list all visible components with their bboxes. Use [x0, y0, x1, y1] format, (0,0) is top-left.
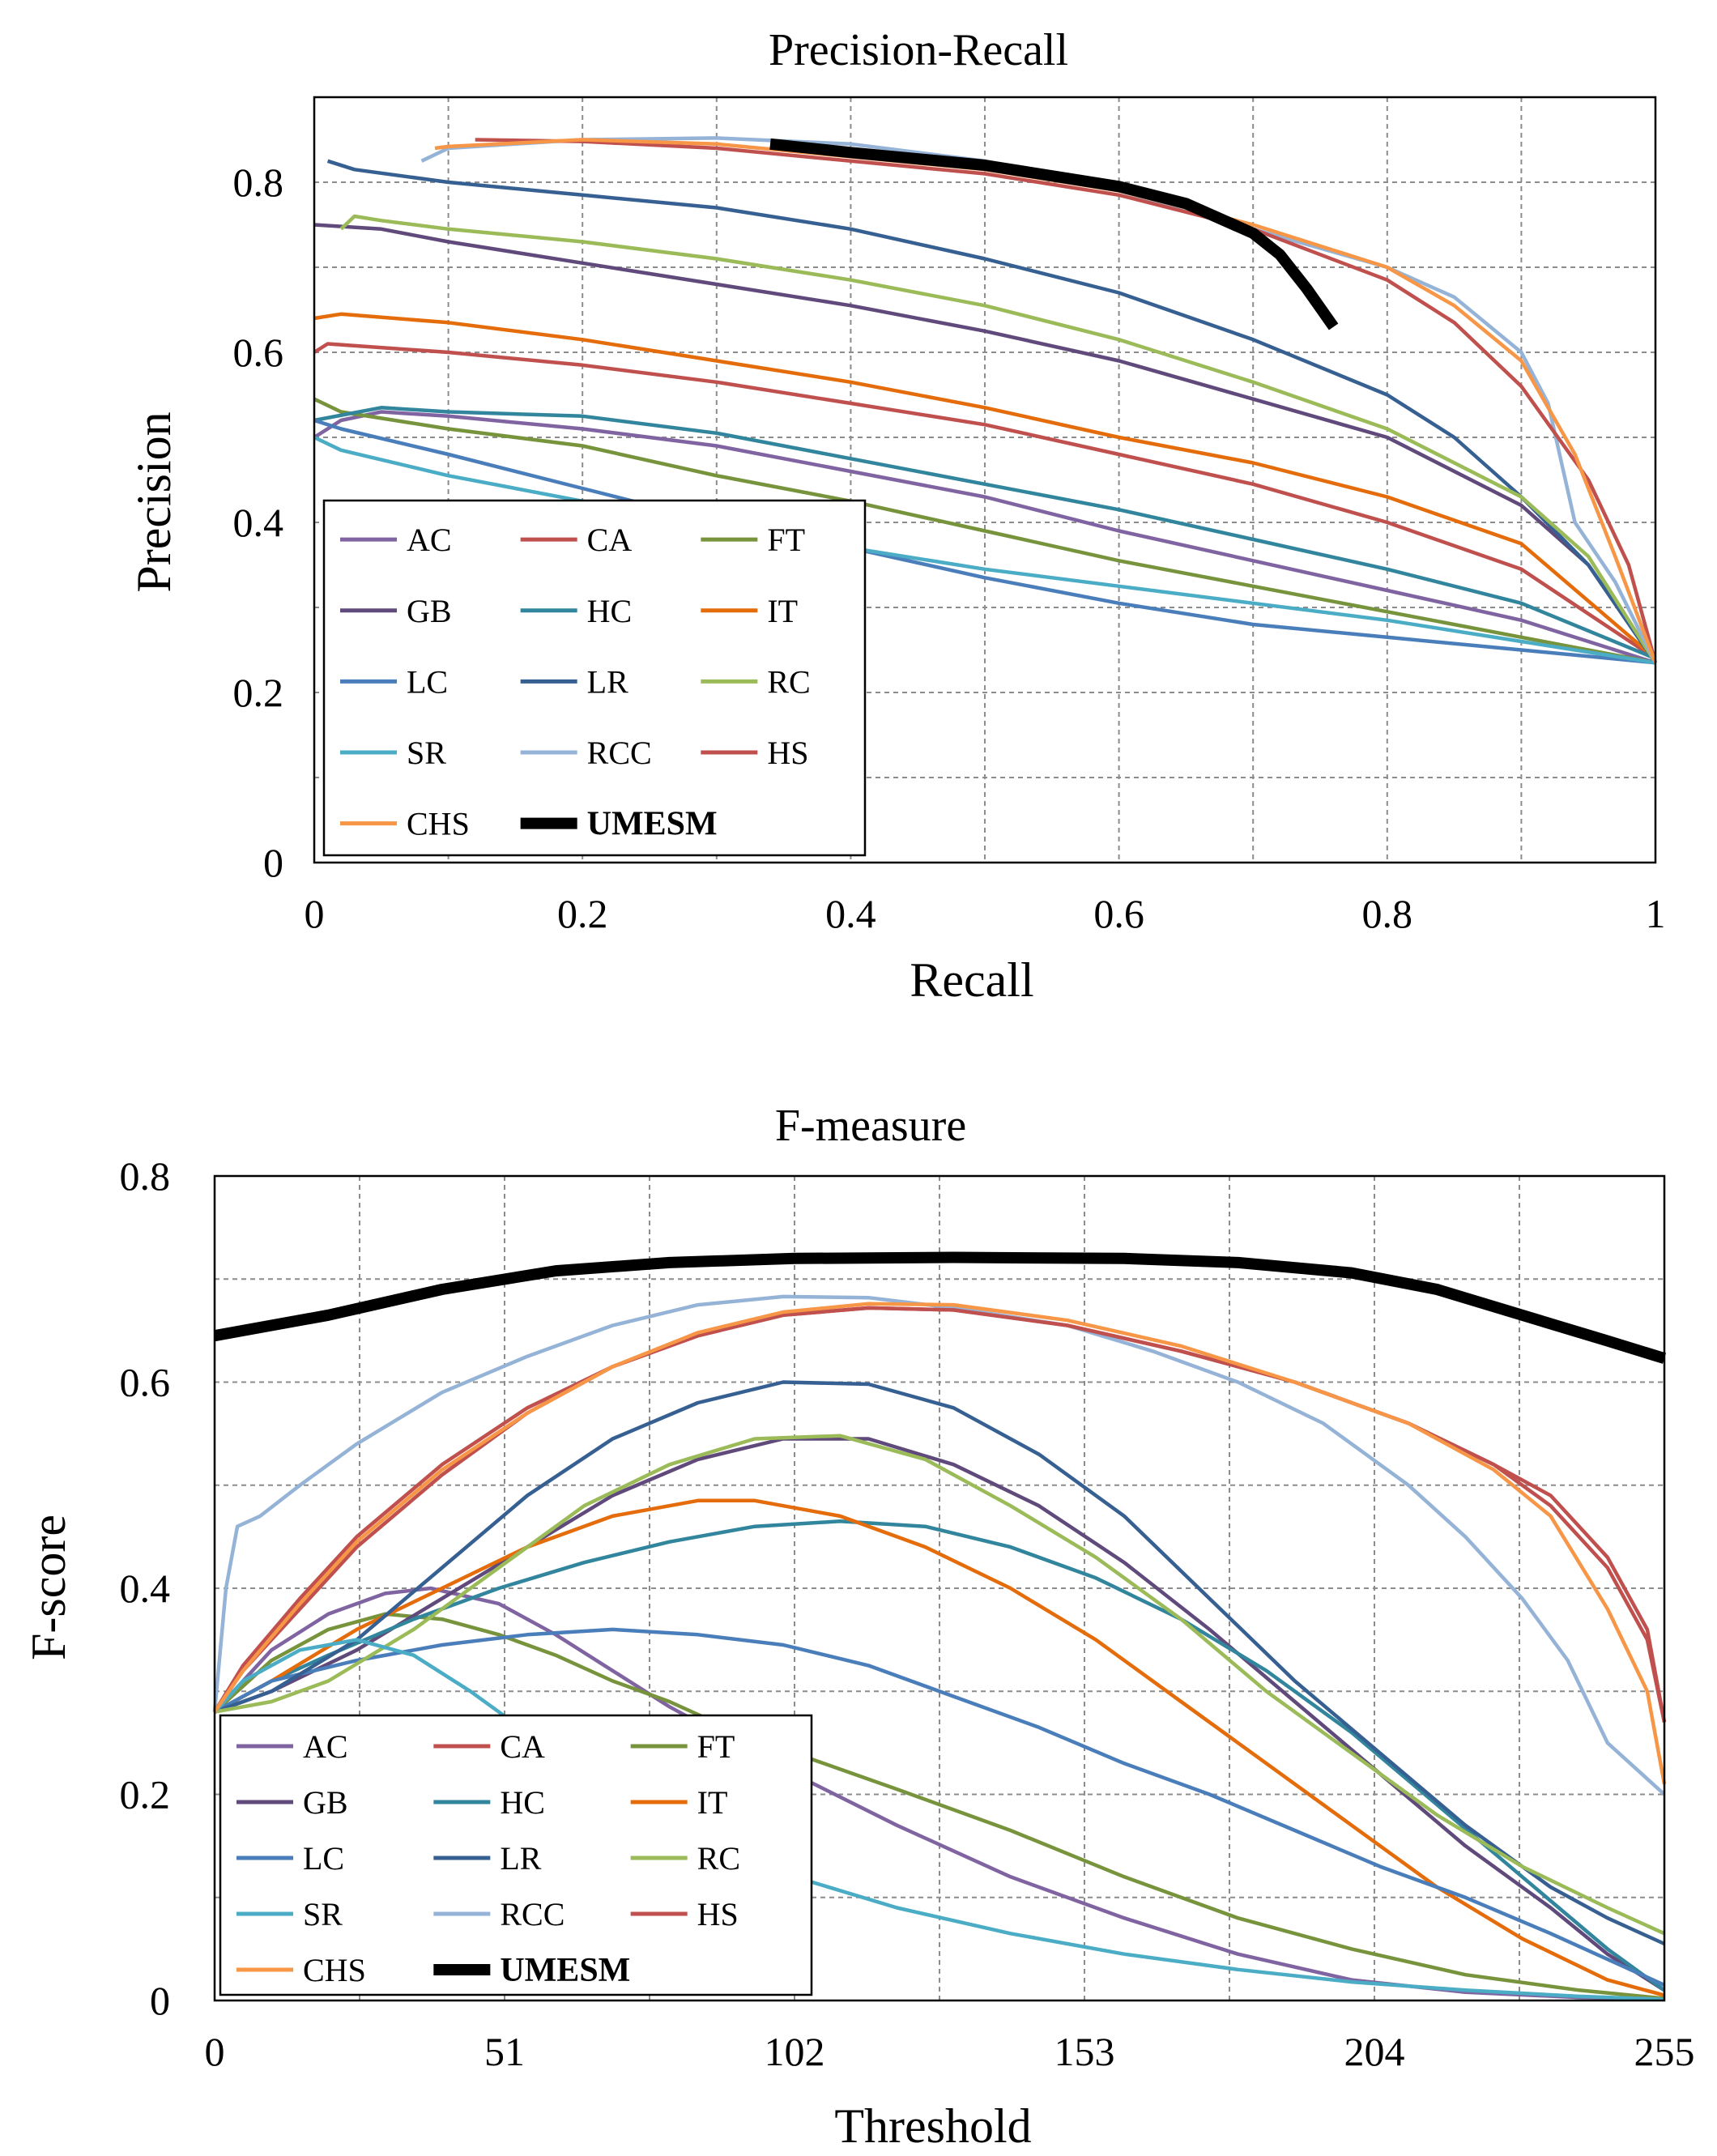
pr-legend-label-chs: CHS	[407, 806, 470, 842]
f-legend-label-ac: AC	[303, 1728, 348, 1765]
f-series-line-rc	[214, 1434, 1665, 1936]
f-series-group	[212, 1251, 1667, 2001]
f-series-line-hc	[213, 1519, 1666, 1992]
f-legend-label-lc: LC	[303, 1840, 344, 1877]
f-legend-label-hc: HC	[500, 1784, 545, 1821]
f-legend-label-ca: CA	[500, 1728, 545, 1765]
pr-y-axis-label: Precision	[127, 411, 181, 592]
pr-y-tick-label: 0.2	[233, 670, 284, 715]
pr-legend-label-lc: LC	[407, 663, 448, 700]
pr-series-line-lc	[313, 418, 1656, 665]
f-plot-frame	[213, 1174, 1666, 2002]
f-legend-label-rc: RC	[697, 1840, 740, 1877]
pr-x-ticks: 0 0.2 0.4 0.6 0.8 1	[305, 891, 1666, 936]
f-x-tick-label: 0	[205, 2029, 225, 2074]
pr-y-ticks: 0 0.2 0.4 0.6 0.8	[233, 160, 284, 885]
f-series-line-chs	[213, 1302, 1667, 1785]
f-y-tick-label: 0.2	[120, 1772, 171, 1817]
pr-legend-box	[322, 499, 867, 857]
pr-plot-frame	[313, 96, 1657, 864]
pr-legend: AC CA FT GB HC IT LC LR RC SR RCC HS CHS UMESM	[322, 499, 867, 857]
f-legend-label-ft: FT	[697, 1728, 735, 1765]
pr-x-tick-label: 0.8	[1362, 891, 1413, 936]
pr-series-line-hc	[313, 406, 1656, 661]
pr-x-tick-label: 0.4	[825, 891, 876, 936]
pr-legend-label-lr: LR	[587, 663, 628, 700]
pr-y-tick-label: 0	[263, 840, 283, 885]
f-y-tick-label: 0.6	[120, 1360, 171, 1405]
pr-y-tick-label: 0.6	[233, 330, 284, 375]
f-legend-label-sr: SR	[303, 1896, 343, 1932]
f-y-tick-label: 0.8	[120, 1153, 171, 1199]
f-chart: F-measure 0 51 102 153 204 255 00.20.40.60.8 …	[22, 1101, 1695, 2153]
f-legend-label-lr: LR	[500, 1840, 541, 1877]
f-x-tick-label: 102	[765, 2029, 825, 2074]
pr-series-line-ft	[313, 397, 1656, 665]
pr-legend-label-gb: GB	[407, 593, 452, 629]
f-legend: AC CA FT GB HC IT LC LR RC SR RCC HS CHS UMESM	[219, 1714, 813, 1996]
f-y-ticks: 0 0.2 0.4 0.6 0.8	[120, 1153, 171, 2023]
f-x-axis-label: Threshold	[834, 2099, 1031, 2153]
pr-legend-label-ca: CA	[587, 522, 633, 558]
f-series-line-hs	[213, 1306, 1667, 1723]
pr-chart: Precision-Recall 0 0.2 0.4 0.6 0.8 1 00.20.40…	[127, 25, 1666, 1007]
pr-series-line-umesm	[769, 138, 1339, 330]
f-legend-label-umesm: UMESM	[500, 1952, 630, 1989]
f-legend-label-chs: CHS	[303, 1952, 366, 1988]
pr-legend-label-umesm: UMESM	[587, 806, 718, 843]
pr-legend-label-hc: HC	[587, 593, 633, 629]
pr-x-tick-label: 0.6	[1093, 891, 1144, 936]
pr-legend-label-rcc: RCC	[587, 735, 652, 771]
f-legend-label-rcc: RCC	[500, 1896, 565, 1932]
pr-x-tick-label: 1	[1646, 891, 1666, 936]
f-legend-label-gb: GB	[303, 1784, 348, 1821]
pr-legend-label-it: IT	[767, 593, 798, 629]
pr-series-line-lr	[326, 159, 1657, 664]
f-series-line-umesm	[213, 1251, 1667, 1364]
f-series-line-rcc	[212, 1294, 1666, 1796]
f-y-axis-label: F-score	[22, 1515, 75, 1660]
f-legend-label-hs: HS	[697, 1896, 739, 1932]
pr-legend-label-ft: FT	[767, 522, 805, 558]
f-legend-box	[219, 1714, 813, 1996]
pr-series-line-ca	[313, 342, 1657, 660]
pr-x-tick-label: 0.2	[557, 891, 608, 936]
pr-series-line-sr	[313, 435, 1656, 665]
pr-chart-title: Precision-Recall	[769, 25, 1068, 75]
f-series-line-lr	[214, 1380, 1665, 1946]
f-x-ticks: 0 51 102 153 204 255	[205, 2029, 1695, 2074]
f-legend-label-it: IT	[697, 1784, 728, 1821]
pr-legend-label-rc: RC	[767, 663, 810, 700]
pr-legend-label-sr: SR	[407, 735, 446, 771]
f-y-tick-label: 0.4	[120, 1566, 171, 1611]
pr-series-line-ac	[313, 410, 1656, 665]
pr-legend-label-hs: HS	[767, 735, 808, 771]
f-chart-title: F-measure	[775, 1101, 966, 1151]
f-x-tick-label: 255	[1634, 2029, 1695, 2074]
pr-legend-label-ac: AC	[407, 522, 452, 558]
f-series-line-gb	[214, 1437, 1666, 1992]
pr-series-line-it	[313, 312, 1657, 660]
f-x-tick-label: 153	[1054, 2029, 1115, 2074]
pr-y-tick-label: 0.8	[233, 160, 284, 205]
pr-series-group	[313, 136, 1658, 665]
f-y-tick-label: 0	[150, 1978, 170, 2023]
pr-y-tick-label: 0.4	[233, 500, 284, 545]
pr-series-line-gb	[313, 223, 1657, 664]
pr-series-line-rc	[339, 214, 1657, 664]
f-x-tick-label: 51	[484, 2029, 525, 2074]
f-x-tick-label: 204	[1344, 2029, 1405, 2074]
f-series-line-lc	[213, 1627, 1665, 1987]
pr-x-tick-label: 0	[305, 891, 325, 936]
pr-x-axis-label: Recall	[910, 953, 1033, 1007]
